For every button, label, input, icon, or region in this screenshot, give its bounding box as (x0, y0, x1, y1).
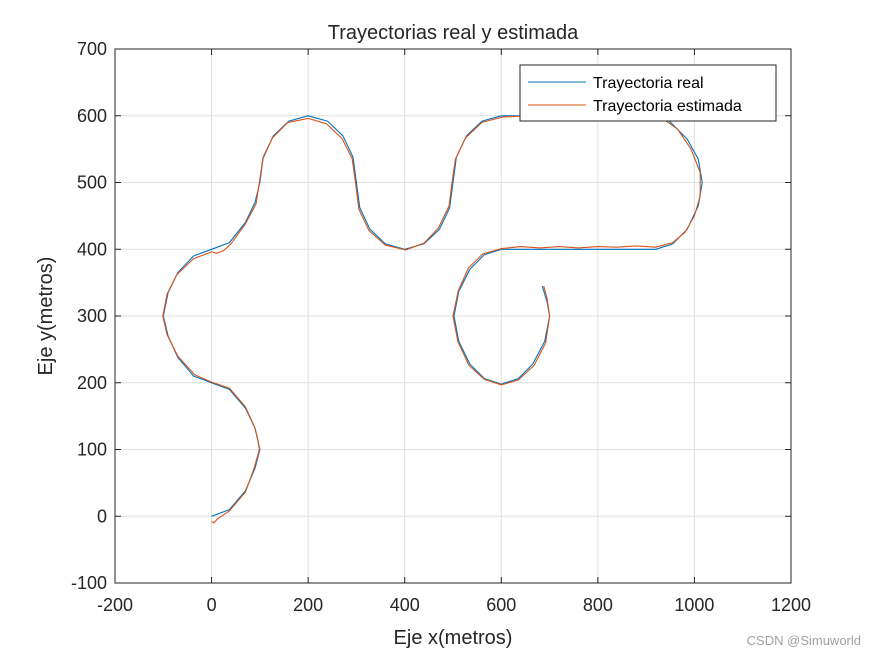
y-tick-label: 200 (77, 373, 107, 393)
chart-title: Trayectorias real y estimada (328, 22, 579, 44)
y-tick-label: 0 (97, 506, 107, 526)
x-axis-label: Eje x(metros) (394, 627, 513, 649)
legend-label-real: Trayectoria real (593, 75, 704, 92)
legend: Trayectoria real Trayectoria estimada (519, 64, 777, 122)
series-line-real (162, 115, 703, 517)
y-tick-label: 100 (77, 440, 107, 460)
legend-box (519, 64, 777, 122)
legend-label-estimated: Trayectoria estimada (593, 98, 742, 115)
x-tick-label: 1200 (771, 595, 811, 615)
x-tick-label: 1000 (674, 595, 714, 615)
x-tick-label: 800 (583, 595, 613, 615)
x-tick-label: -200 (97, 595, 133, 615)
y-tick-label: 300 (77, 306, 107, 326)
y-tick-label: 400 (77, 239, 107, 259)
y-tick-label: 700 (77, 39, 107, 59)
x-tick-label: 400 (390, 595, 420, 615)
x-tick-label: 200 (293, 595, 323, 615)
series-line-estimated (162, 114, 701, 524)
y-tick-label: -100 (71, 573, 107, 593)
x-tick-label: 600 (486, 595, 516, 615)
ticks: -200 0 200 400 600 800 1000 1200 -100 0 100 200 300 4… (71, 39, 811, 615)
y-tick-label: 500 (77, 173, 107, 193)
x-tick-label: 0 (207, 595, 217, 615)
y-tick-label: 600 (77, 106, 107, 126)
watermark: CSDN @Simuworld (746, 633, 861, 648)
y-axis-label: Eje y(metros) (35, 257, 57, 376)
series-group (162, 114, 703, 524)
